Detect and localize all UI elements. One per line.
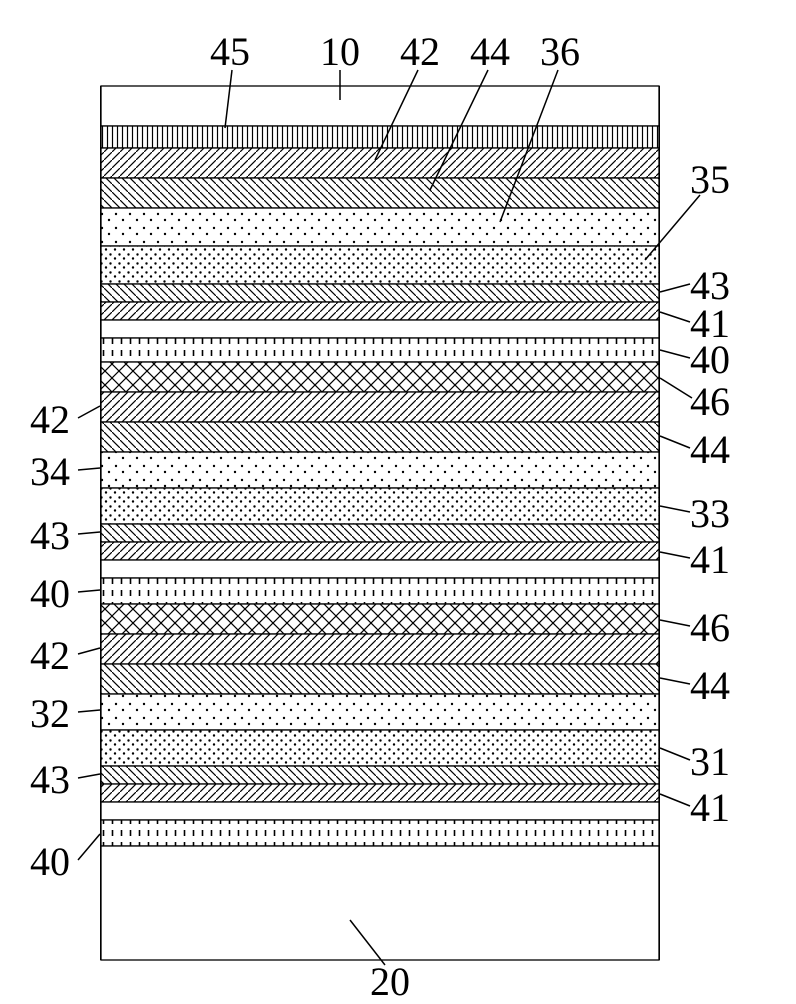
label-33: 33: [690, 494, 730, 534]
lead-41: [660, 312, 690, 322]
label-42: 42: [30, 636, 70, 676]
lead-34: [78, 468, 100, 470]
label-44: 44: [470, 32, 510, 72]
lead-42: [375, 70, 418, 160]
lead-41: [660, 552, 690, 558]
lead-40: [660, 350, 690, 358]
label-41: 41: [690, 788, 730, 828]
lead-42: [78, 406, 100, 418]
label-42: 42: [30, 400, 70, 440]
label-40: 40: [30, 842, 70, 882]
lead-32: [78, 710, 100, 712]
lead-36: [500, 70, 558, 222]
diagram-canvas: 4510424436354341404644334146443141423443…: [0, 0, 796, 1000]
lead-31: [660, 748, 690, 760]
label-43: 43: [30, 760, 70, 800]
label-40: 40: [690, 340, 730, 380]
label-35: 35: [690, 160, 730, 200]
label-32: 32: [30, 694, 70, 734]
label-43: 43: [690, 266, 730, 306]
lead-35: [645, 195, 700, 260]
label-44: 44: [690, 666, 730, 706]
lead-44: [430, 70, 488, 190]
label-45: 45: [210, 32, 250, 72]
lead-42: [78, 648, 100, 654]
lead-45: [225, 70, 232, 128]
label-42: 42: [400, 32, 440, 72]
leads-svg: [0, 0, 796, 1000]
lead-44: [660, 436, 690, 448]
lead-40: [78, 590, 100, 592]
lead-41: [660, 794, 690, 806]
label-20: 20: [370, 962, 410, 1002]
label-36: 36: [540, 32, 580, 72]
lead-46: [660, 620, 690, 626]
lead-33: [660, 506, 690, 512]
label-46: 46: [690, 382, 730, 422]
label-34: 34: [30, 452, 70, 492]
lead-43: [78, 774, 100, 778]
lead-40: [78, 834, 100, 860]
label-10: 10: [320, 32, 360, 72]
lead-44: [660, 678, 690, 684]
lead-46: [660, 378, 692, 398]
lead-43: [78, 532, 100, 534]
label-44: 44: [690, 430, 730, 470]
lead-43: [660, 284, 690, 292]
label-41: 41: [690, 540, 730, 580]
label-46: 46: [690, 608, 730, 648]
label-40: 40: [30, 574, 70, 614]
label-31: 31: [690, 742, 730, 782]
label-43: 43: [30, 516, 70, 556]
